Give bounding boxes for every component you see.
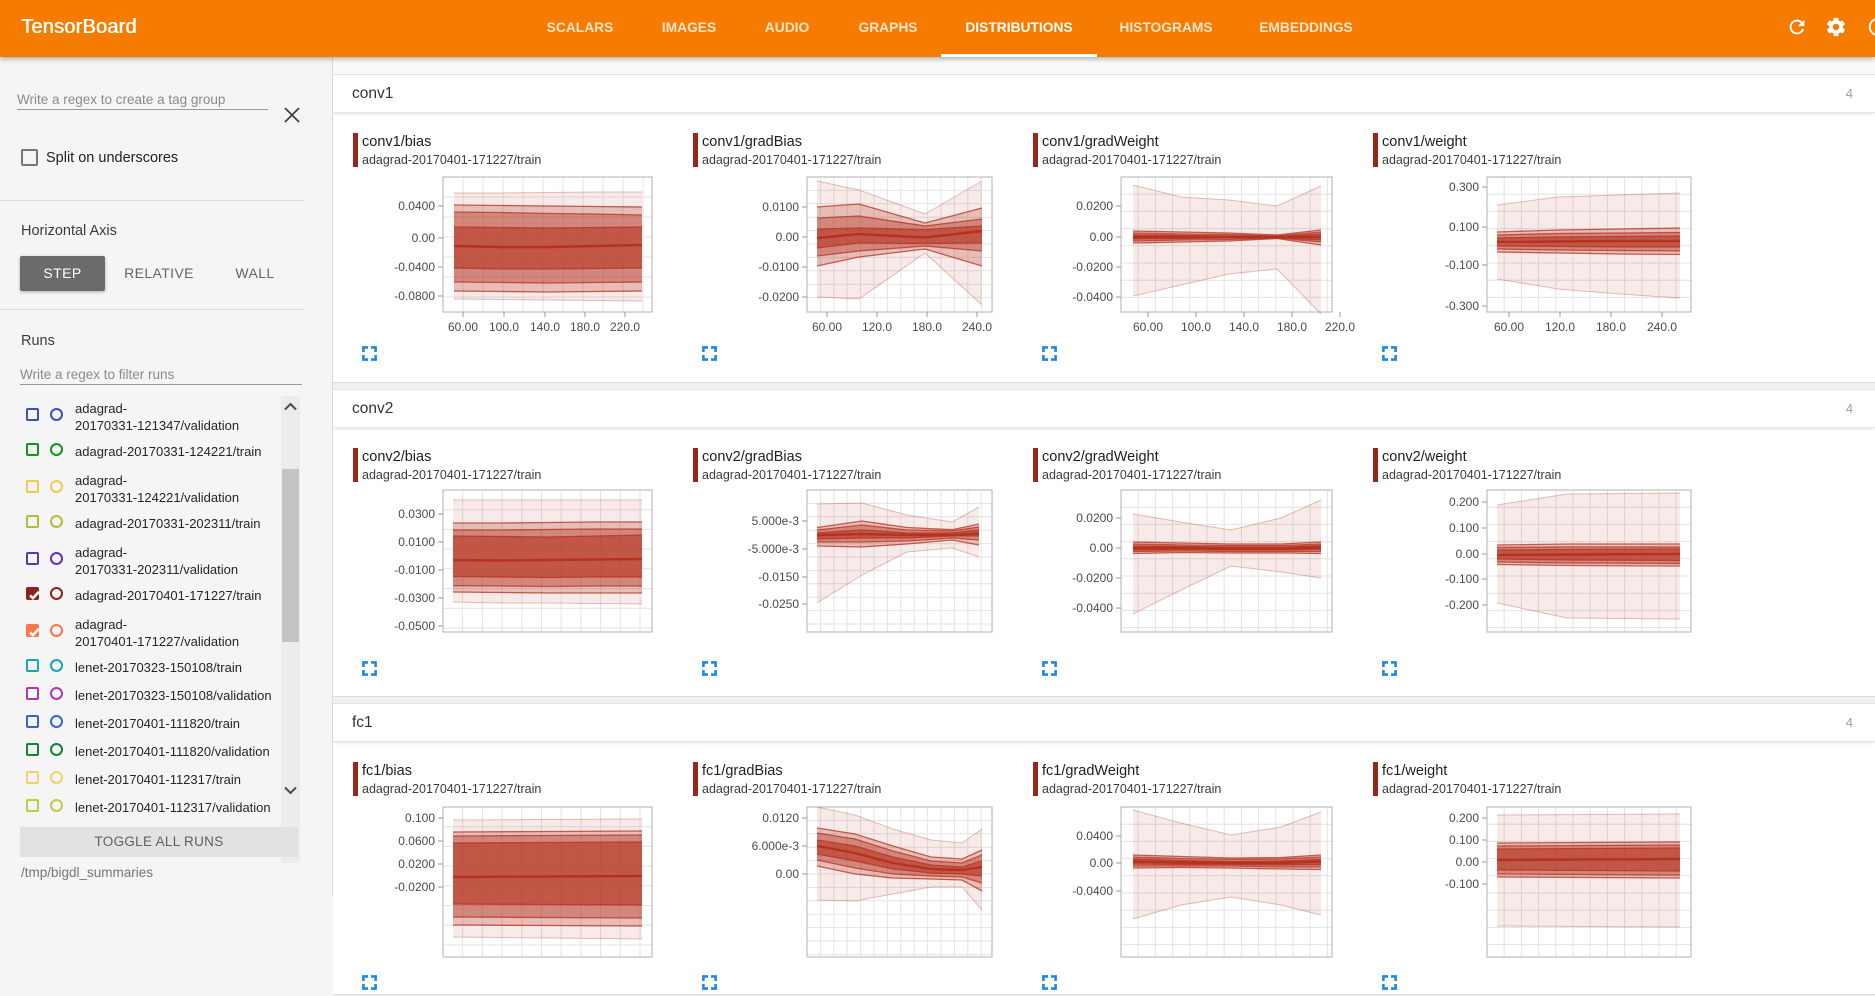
- svg-text:220.0: 220.0: [610, 320, 640, 334]
- svg-text:-0.0400: -0.0400: [1072, 884, 1113, 898]
- svg-text:60.00: 60.00: [448, 320, 478, 334]
- svg-text:-0.0400: -0.0400: [394, 260, 435, 274]
- svg-text:0.00: 0.00: [1456, 547, 1480, 561]
- svg-text:140.0: 140.0: [1229, 320, 1259, 334]
- svg-text:180.0: 180.0: [570, 320, 600, 334]
- svg-text:0.00: 0.00: [1090, 856, 1114, 870]
- svg-text:-0.300: -0.300: [1445, 299, 1479, 313]
- svg-text:0.0200: 0.0200: [1076, 199, 1113, 213]
- svg-text:-0.0200: -0.0200: [1072, 571, 1113, 585]
- svg-text:0.0400: 0.0400: [1076, 829, 1113, 843]
- svg-text:120.0: 120.0: [862, 320, 892, 334]
- svg-text:0.100: 0.100: [1449, 220, 1479, 234]
- svg-text:180.0: 180.0: [1596, 320, 1626, 334]
- svg-text:-0.0400: -0.0400: [1072, 601, 1113, 615]
- svg-text:0.200: 0.200: [1449, 495, 1479, 509]
- svg-text:0.0200: 0.0200: [398, 857, 435, 871]
- svg-text:0.00: 0.00: [776, 230, 800, 244]
- svg-text:0.00: 0.00: [412, 231, 436, 245]
- svg-text:180.0: 180.0: [912, 320, 942, 334]
- svg-text:6.000e-3: 6.000e-3: [752, 839, 800, 853]
- svg-text:60.00: 60.00: [1133, 320, 1163, 334]
- svg-text:0.00: 0.00: [776, 867, 800, 881]
- svg-text:-0.0200: -0.0200: [758, 290, 799, 304]
- svg-text:240.0: 240.0: [1647, 320, 1677, 334]
- svg-text:-0.0100: -0.0100: [394, 563, 435, 577]
- svg-text:0.0120: 0.0120: [762, 811, 799, 825]
- svg-text:100.0: 100.0: [489, 320, 519, 334]
- svg-text:120.0: 120.0: [1545, 320, 1575, 334]
- svg-text:240.0: 240.0: [962, 320, 992, 334]
- svg-text:0.0100: 0.0100: [398, 535, 435, 549]
- svg-text:-0.100: -0.100: [1445, 572, 1479, 586]
- svg-text:140.0: 140.0: [530, 320, 560, 334]
- svg-text:0.300: 0.300: [1449, 180, 1479, 194]
- svg-text:-0.0250: -0.0250: [758, 597, 799, 611]
- svg-text:60.00: 60.00: [812, 320, 842, 334]
- svg-text:0.100: 0.100: [405, 811, 435, 825]
- svg-text:-0.0100: -0.0100: [758, 260, 799, 274]
- svg-text:0.00: 0.00: [1090, 541, 1114, 555]
- svg-text:-0.200: -0.200: [1445, 598, 1479, 612]
- svg-text:100.0: 100.0: [1181, 320, 1211, 334]
- svg-text:0.100: 0.100: [1449, 521, 1479, 535]
- svg-text:-0.0150: -0.0150: [758, 570, 799, 584]
- svg-text:-5.000e-3: -5.000e-3: [748, 542, 800, 556]
- svg-text:0.00: 0.00: [1090, 230, 1114, 244]
- svg-text:0.200: 0.200: [1449, 811, 1479, 825]
- svg-text:0.0600: 0.0600: [398, 834, 435, 848]
- svg-text:0.0200: 0.0200: [1076, 511, 1113, 525]
- svg-text:220.0: 220.0: [1325, 320, 1355, 334]
- svg-text:-0.100: -0.100: [1445, 258, 1479, 272]
- svg-text:0.0400: 0.0400: [398, 199, 435, 213]
- svg-text:0.0300: 0.0300: [398, 507, 435, 521]
- svg-text:-0.100: -0.100: [1445, 877, 1479, 891]
- svg-text:0.00: 0.00: [1456, 855, 1480, 869]
- svg-text:-0.0500: -0.0500: [394, 619, 435, 633]
- svg-text:-0.0400: -0.0400: [1072, 290, 1113, 304]
- svg-text:0.0100: 0.0100: [762, 200, 799, 214]
- svg-text:5.000e-3: 5.000e-3: [752, 514, 800, 528]
- svg-text:-0.0200: -0.0200: [1072, 260, 1113, 274]
- svg-text:-0.0200: -0.0200: [394, 880, 435, 894]
- svg-text:0.100: 0.100: [1449, 833, 1479, 847]
- svg-text:60.00: 60.00: [1494, 320, 1524, 334]
- svg-text:180.0: 180.0: [1277, 320, 1307, 334]
- svg-text:-0.0800: -0.0800: [394, 289, 435, 303]
- svg-text:-0.0300: -0.0300: [394, 591, 435, 605]
